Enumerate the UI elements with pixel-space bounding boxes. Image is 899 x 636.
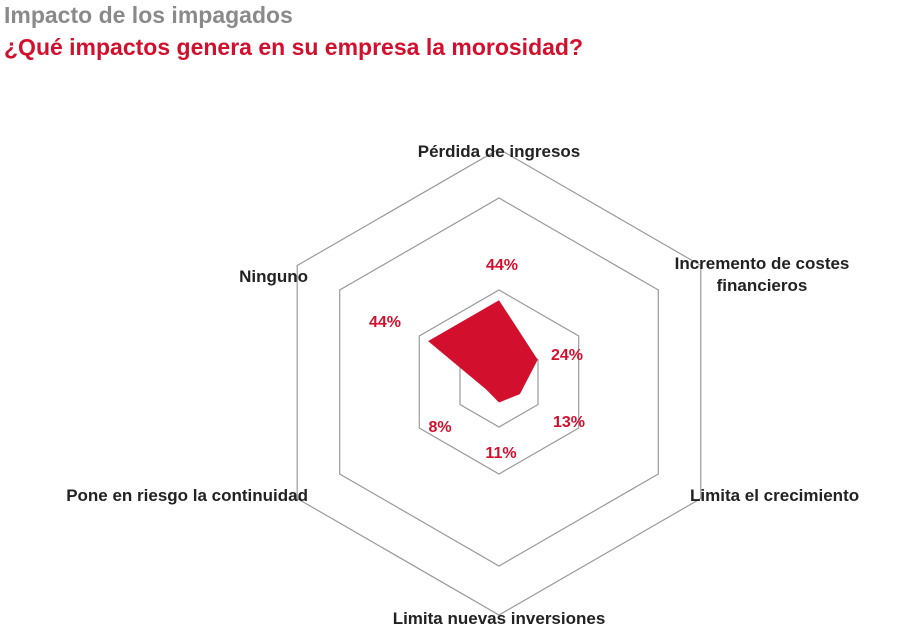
category-label-perdida-ingresos: Pérdida de ingresos: [418, 142, 581, 161]
chart-subtitle: ¿Qué impactos genera en su empresa la mo…: [4, 34, 584, 60]
value-label-6: 44%: [369, 314, 401, 331]
value-label-4: 11%: [485, 445, 516, 462]
value-label-2: 24%: [551, 347, 583, 364]
grid-ring-4: [296, 148, 702, 616]
value-label-5: 8%: [428, 419, 451, 436]
value-label-3: 13%: [553, 414, 585, 431]
grid-ring-2: [418, 289, 580, 475]
radar-labels: Pérdida de ingresos Incremento de costes f…: [66, 142, 859, 628]
grid-ring-3: [339, 197, 659, 567]
category-label-limita-crecimiento: Limita el crecimiento: [690, 486, 859, 505]
category-label-nuevas-inversiones: Limita nuevas inversiones: [393, 609, 606, 628]
value-label-1: 44%: [486, 257, 518, 274]
category-label-riesgo-continuidad: Pone en riesgo la continuidad: [66, 486, 308, 505]
chart-title: Impacto de los impagados: [4, 2, 293, 28]
category-label-ninguno: Ninguno: [239, 267, 308, 286]
series-area: [428, 300, 538, 403]
radar-series: [428, 300, 538, 403]
category-label-costes-financieros: Incremento de costes financieros: [675, 254, 850, 295]
radar-grid: [296, 148, 702, 616]
